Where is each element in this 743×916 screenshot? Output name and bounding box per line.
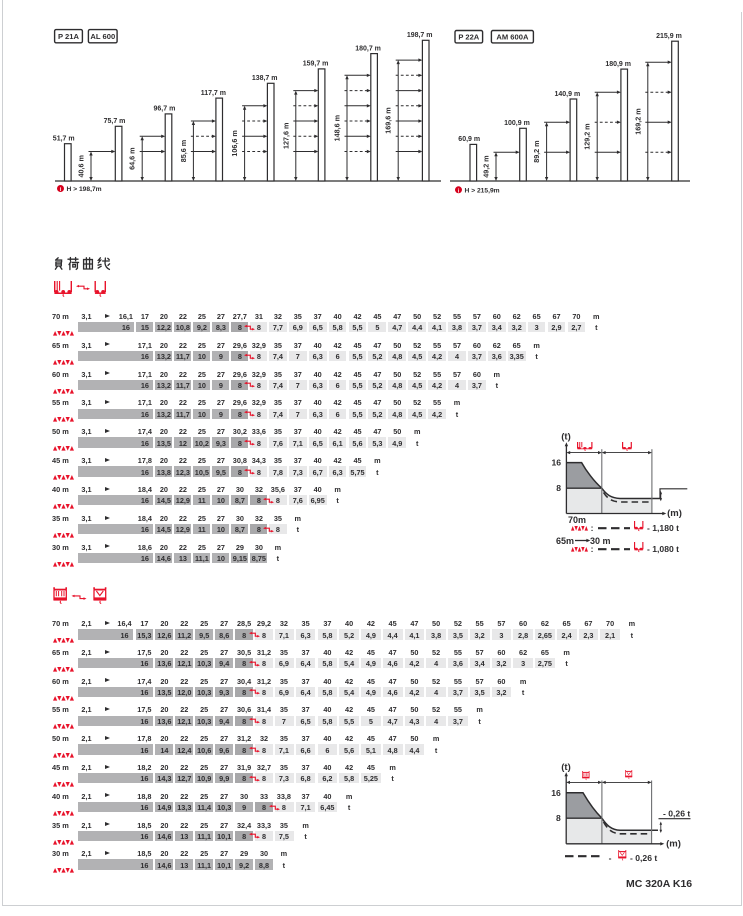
svg-text:169,2 m: 169,2 m (633, 108, 642, 134)
svg-text:8: 8 (556, 813, 561, 823)
svg-text:49,2 m: 49,2 m (482, 155, 491, 177)
svg-text:P 22A: P 22A (458, 32, 479, 41)
svg-text:51,7 m: 51,7 m (53, 136, 75, 143)
svg-text:140,9 m: 140,9 m (555, 91, 581, 98)
svg-text:138,7 m: 138,7 m (252, 75, 278, 82)
svg-text:(t): (t) (561, 432, 571, 443)
svg-text:169,6 m: 169,6 m (384, 107, 393, 133)
svg-text:AL 600: AL 600 (90, 32, 115, 41)
svg-text:64,6 m: 64,6 m (128, 147, 137, 169)
svg-text:16: 16 (551, 788, 561, 798)
svg-text:H > 198,7m: H > 198,7m (67, 186, 102, 193)
svg-text:H > 215,9m: H > 215,9m (465, 188, 500, 195)
svg-text:159,7 m: 159,7 m (303, 61, 329, 68)
svg-text:106,6 m: 106,6 m (230, 130, 239, 156)
svg-text:(m): (m) (666, 838, 681, 849)
svg-text:215,9 m: 215,9 m (656, 33, 682, 40)
svg-text:129,2 m: 129,2 m (583, 123, 592, 149)
svg-text:100,9 m: 100,9 m (504, 120, 530, 127)
svg-text:P 21A: P 21A (58, 32, 79, 41)
svg-text:i: i (458, 188, 460, 194)
svg-text:16: 16 (551, 458, 561, 468)
svg-text:(t): (t) (561, 762, 571, 773)
svg-text:(m): (m) (667, 508, 682, 519)
svg-text:96,7 m: 96,7 m (154, 106, 176, 113)
svg-text:AM 600A: AM 600A (496, 32, 529, 41)
svg-text:117,7 m: 117,7 m (201, 90, 226, 97)
svg-text:i: i (60, 187, 62, 193)
svg-text:180,7 m: 180,7 m (355, 45, 381, 52)
svg-text:8: 8 (556, 483, 561, 493)
svg-text:40,6 m: 40,6 m (76, 155, 85, 177)
svg-text:85,6 m: 85,6 m (179, 140, 188, 162)
svg-text:75,7 m: 75,7 m (104, 118, 126, 125)
svg-text:198,7 m: 198,7 m (407, 32, 433, 39)
svg-text:148,6 m: 148,6 m (333, 115, 342, 141)
svg-text:127,6 m: 127,6 m (281, 123, 290, 149)
svg-text:- 0,26 t: - 0,26 t (663, 809, 690, 819)
svg-text:89,2 m: 89,2 m (532, 140, 541, 162)
svg-text:60,9 m: 60,9 m (458, 136, 480, 143)
svg-text:180,9 m: 180,9 m (605, 61, 631, 68)
